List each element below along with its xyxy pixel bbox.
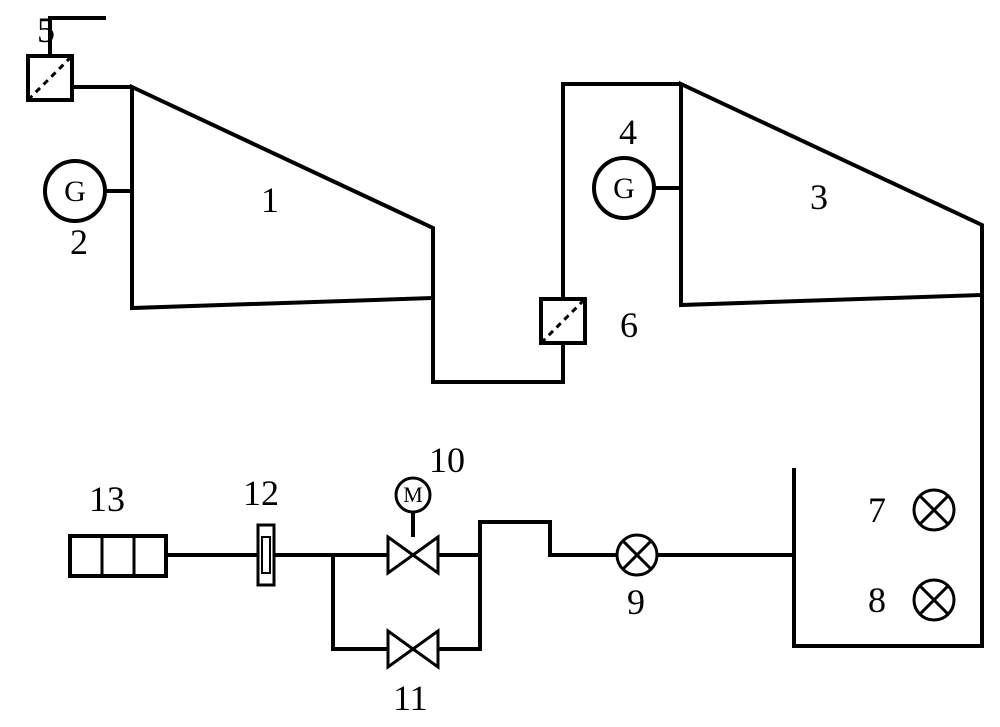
- label-6: 6: [620, 305, 638, 345]
- label-12: 12: [243, 473, 279, 513]
- label-13: 13: [89, 479, 125, 519]
- m-label-10: M: [403, 482, 423, 507]
- g-label-4: G: [613, 172, 635, 205]
- label-3: 3: [810, 177, 828, 217]
- label-9: 9: [627, 582, 645, 622]
- label-2: 2: [70, 222, 88, 262]
- label-7: 7: [868, 490, 886, 530]
- label-1: 1: [261, 180, 279, 220]
- g-label-2: G: [64, 175, 86, 208]
- label-10: 10: [429, 440, 465, 480]
- label-11: 11: [393, 678, 428, 718]
- label-4: 4: [619, 112, 637, 152]
- schematic-diagram: 13G2G456789M10111213: [0, 0, 1000, 727]
- label-8: 8: [868, 580, 886, 620]
